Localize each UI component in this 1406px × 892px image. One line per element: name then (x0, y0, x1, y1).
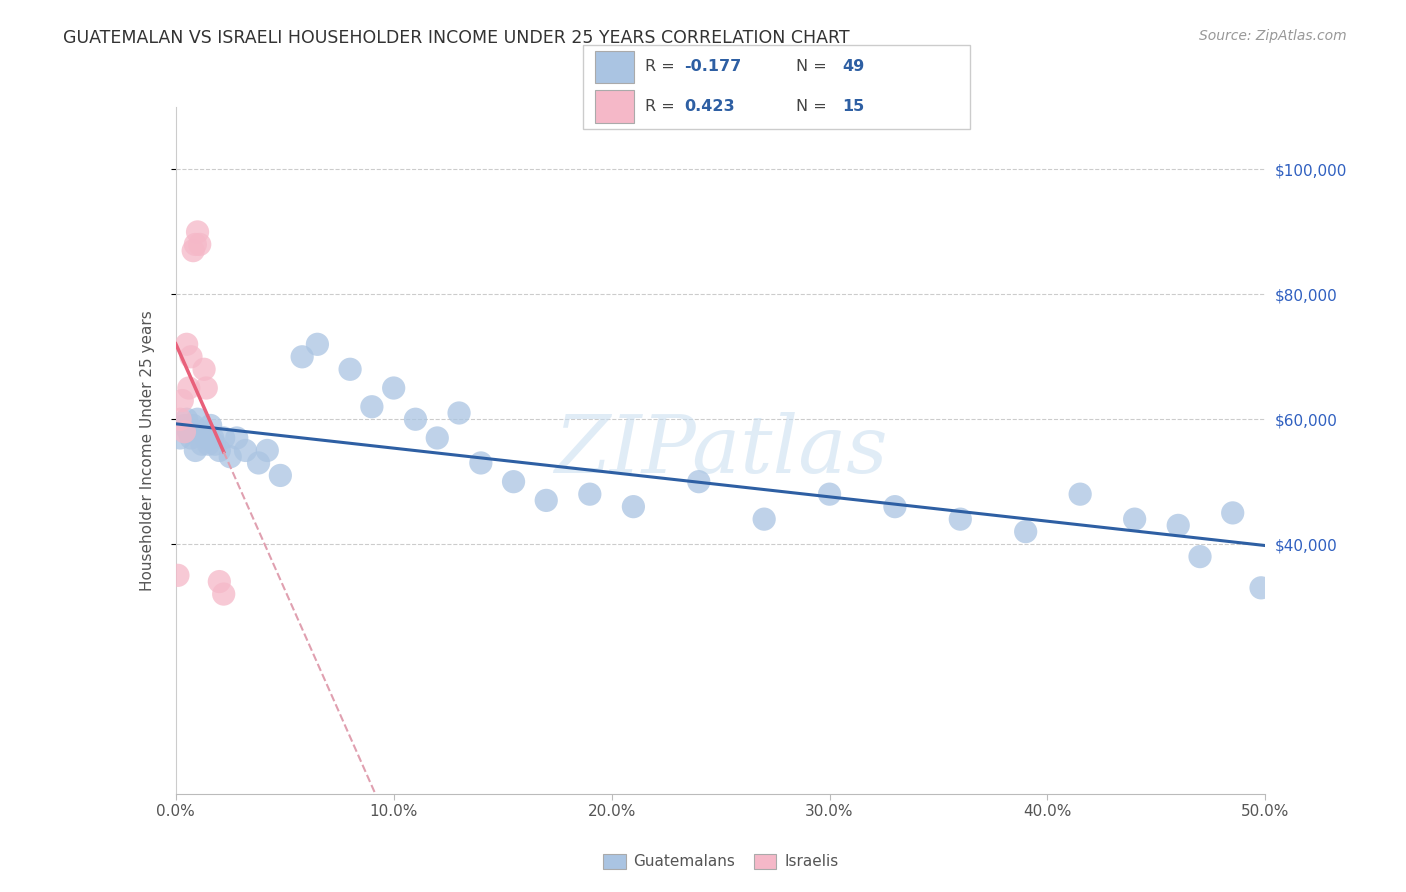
Point (470, 456, 492, 470)
Point (247, 456, 270, 470)
Point (195, 381, 218, 395)
Point (256, 443, 278, 458)
Point (180, 431, 202, 445)
Point (169, 412, 191, 426)
Point (193, 425, 215, 439)
Text: GUATEMALAN VS ISRAELI HOUSEHOLDER INCOME UNDER 25 YEARS CORRELATION CHART: GUATEMALAN VS ISRAELI HOUSEHOLDER INCOME… (63, 29, 849, 46)
Point (688, 475, 710, 489)
Text: 0.423: 0.423 (685, 99, 735, 114)
Point (1123, 512, 1146, 526)
Point (1250, 581, 1272, 595)
Point (1189, 549, 1212, 564)
Text: R =: R = (645, 99, 681, 114)
Point (225, 431, 247, 445)
Point (212, 431, 235, 445)
Point (269, 468, 291, 483)
Point (405, 412, 427, 426)
Point (754, 512, 776, 526)
Point (188, 237, 211, 252)
Point (502, 475, 524, 489)
Point (212, 587, 235, 601)
Text: Source: ZipAtlas.com: Source: ZipAtlas.com (1199, 29, 1347, 43)
Point (949, 512, 972, 526)
FancyBboxPatch shape (595, 90, 634, 122)
Point (177, 425, 200, 439)
Point (167, 568, 190, 582)
Point (200, 418, 222, 433)
Point (201, 431, 224, 445)
Text: -0.177: -0.177 (685, 59, 741, 74)
Point (173, 425, 195, 439)
Point (186, 412, 209, 426)
Point (193, 362, 215, 376)
Legend: Guatemalans, Israelis: Guatemalans, Israelis (596, 847, 845, 876)
Point (621, 500, 644, 514)
Point (172, 393, 194, 408)
Point (1069, 487, 1091, 501)
Point (360, 400, 382, 414)
Point (382, 381, 405, 395)
Text: N =: N = (796, 59, 832, 74)
Point (195, 431, 218, 445)
Point (186, 225, 209, 239)
Point (177, 381, 200, 395)
Point (176, 337, 198, 351)
Point (191, 437, 214, 451)
Point (208, 574, 231, 589)
Text: 15: 15 (842, 99, 865, 114)
FancyBboxPatch shape (595, 51, 634, 83)
Point (291, 350, 314, 364)
Text: R =: R = (645, 59, 681, 74)
Text: N =: N = (796, 99, 832, 114)
Y-axis label: Householder Income Under 25 years: Householder Income Under 25 years (141, 310, 155, 591)
Point (235, 443, 257, 458)
Point (181, 244, 204, 258)
Point (339, 362, 361, 376)
FancyBboxPatch shape (583, 45, 970, 129)
Point (173, 418, 195, 433)
Point (184, 237, 207, 252)
Text: ZIPatlas: ZIPatlas (554, 412, 887, 489)
Point (884, 500, 907, 514)
Point (447, 406, 470, 420)
Point (188, 425, 211, 439)
Point (197, 437, 219, 451)
Point (1167, 518, 1189, 533)
Point (534, 493, 557, 508)
Point (176, 412, 198, 426)
Point (219, 450, 242, 464)
Point (208, 443, 231, 458)
Point (426, 431, 449, 445)
Text: 49: 49 (842, 59, 865, 74)
Point (307, 337, 329, 351)
Point (184, 443, 207, 458)
Point (204, 437, 226, 451)
Point (1015, 524, 1038, 539)
Point (818, 487, 841, 501)
Point (579, 487, 602, 501)
Point (181, 418, 204, 433)
Point (169, 431, 191, 445)
Point (1222, 506, 1244, 520)
Point (180, 350, 202, 364)
